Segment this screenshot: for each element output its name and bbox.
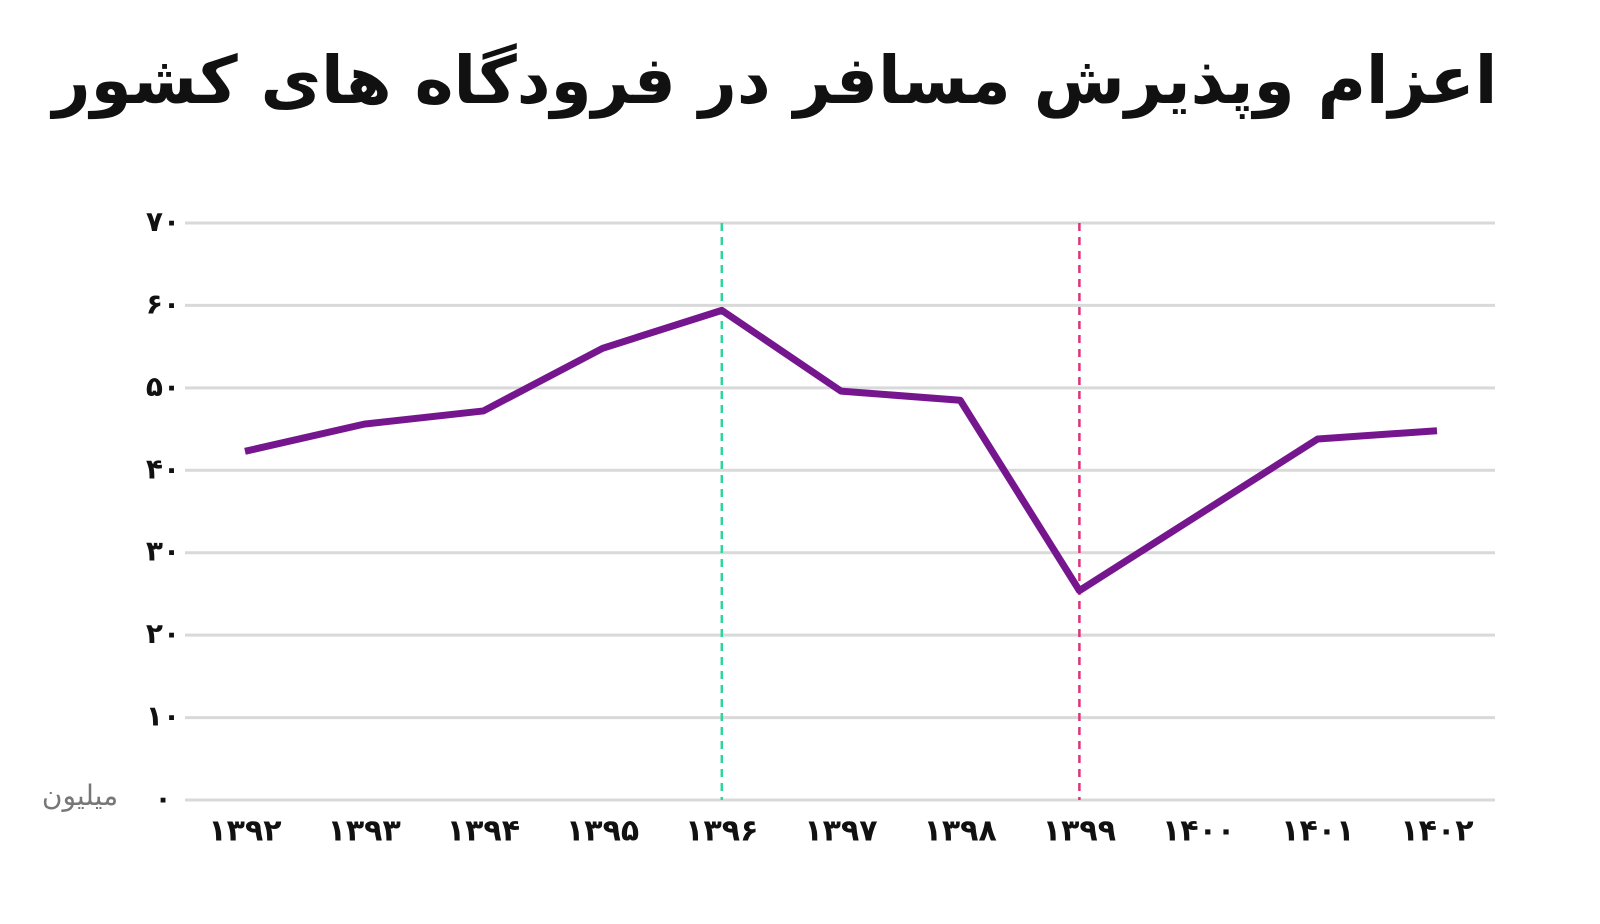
x-tick-label: ۱۳۹۲ [208, 814, 281, 849]
y-tick-label: ۶۰ [146, 287, 180, 320]
x-tick-label: ۱۴۰۰ [1162, 814, 1235, 849]
x-tick-label: ۱۳۹۹ [1043, 814, 1116, 849]
chart-title: اعزام وپذیرش مسافر در فرودگاه های کشور [50, 42, 1498, 120]
y-tick-label: ۳۰ [146, 535, 180, 568]
x-tick-label: ۱۴۰۲ [1400, 814, 1473, 849]
x-tick-label: ۱۳۹۳ [328, 814, 401, 849]
y-tick-label: ۴۰ [146, 452, 180, 485]
data-line [244, 306, 1438, 595]
x-tick-label: ۱۳۹۶ [685, 814, 758, 849]
x-tick-label: ۱۴۰۱ [1281, 814, 1354, 849]
y-tick-label: ۷۰ [146, 205, 180, 238]
y-tick-label: ۲۰ [146, 617, 180, 650]
unit-label: میلیون [42, 779, 118, 812]
y-tick-label: ۱۰ [146, 700, 180, 733]
x-tick-label: ۱۳۹۸ [924, 814, 997, 849]
x-tick-label: ۱۳۹۷ [804, 814, 877, 849]
y-tick-label: ۵۰ [146, 370, 180, 403]
x-tick-label: ۱۳۹۴ [447, 814, 520, 849]
y-tick-label: ۰ [154, 782, 171, 815]
x-tick-label: ۱۳۹۵ [566, 814, 639, 849]
